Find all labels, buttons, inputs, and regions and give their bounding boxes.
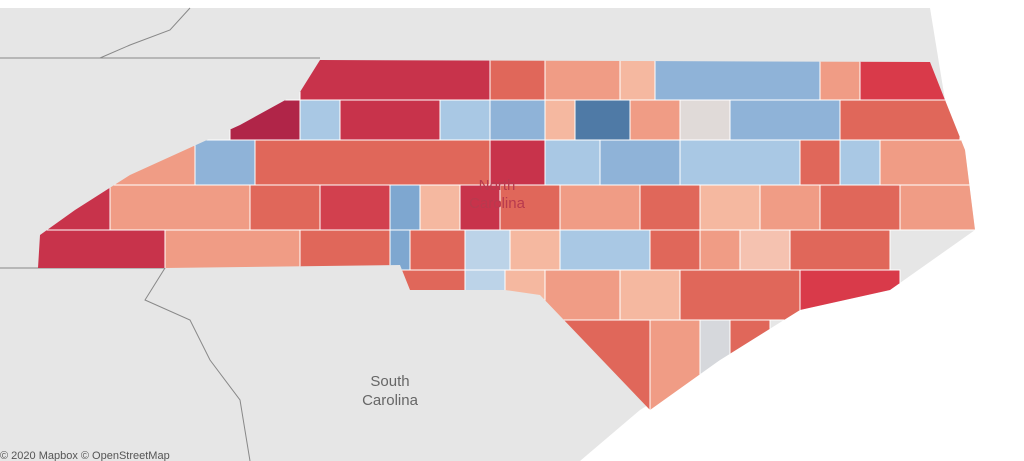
county xyxy=(839,139,881,186)
county xyxy=(299,60,491,101)
county xyxy=(629,99,681,141)
ocean xyxy=(580,8,1024,461)
state-border xyxy=(99,7,191,59)
county xyxy=(419,184,461,231)
county xyxy=(249,184,321,231)
county xyxy=(499,184,561,231)
state-label: Carolina xyxy=(469,195,526,212)
county xyxy=(679,269,801,321)
county xyxy=(299,99,341,141)
county xyxy=(619,60,656,101)
county xyxy=(319,184,391,231)
county xyxy=(409,229,466,271)
county xyxy=(729,99,841,141)
county xyxy=(839,99,961,141)
attribution: © 2020 Mapbox © OpenStreetMap xyxy=(0,450,170,461)
county xyxy=(489,60,546,101)
county xyxy=(819,184,901,231)
county xyxy=(389,184,421,231)
county xyxy=(544,269,621,321)
county xyxy=(464,229,511,271)
county xyxy=(799,139,841,186)
county xyxy=(164,229,301,271)
county xyxy=(699,184,761,231)
county xyxy=(649,229,701,271)
county xyxy=(38,229,166,271)
county xyxy=(544,139,601,186)
county xyxy=(559,184,641,231)
state-label: North xyxy=(479,177,516,194)
county xyxy=(679,99,731,141)
county xyxy=(389,229,411,271)
county xyxy=(299,229,391,271)
county xyxy=(194,139,256,186)
county xyxy=(574,99,631,141)
state-label: Carolina xyxy=(362,392,419,409)
county xyxy=(789,229,891,271)
county xyxy=(639,184,701,231)
county xyxy=(739,229,791,271)
county xyxy=(899,184,975,231)
county xyxy=(544,99,576,141)
top-strip xyxy=(0,0,1024,8)
county xyxy=(489,99,546,141)
county xyxy=(559,229,651,271)
county xyxy=(619,269,681,321)
county xyxy=(489,139,546,186)
county xyxy=(879,139,971,186)
county xyxy=(254,139,491,186)
county xyxy=(599,139,681,186)
county xyxy=(679,139,801,186)
county xyxy=(699,229,741,271)
county xyxy=(759,184,821,231)
county xyxy=(544,60,621,101)
county xyxy=(339,99,441,141)
county xyxy=(654,60,821,101)
county xyxy=(509,229,561,271)
state-label: South xyxy=(370,373,409,390)
county xyxy=(109,184,251,231)
county xyxy=(439,99,491,141)
